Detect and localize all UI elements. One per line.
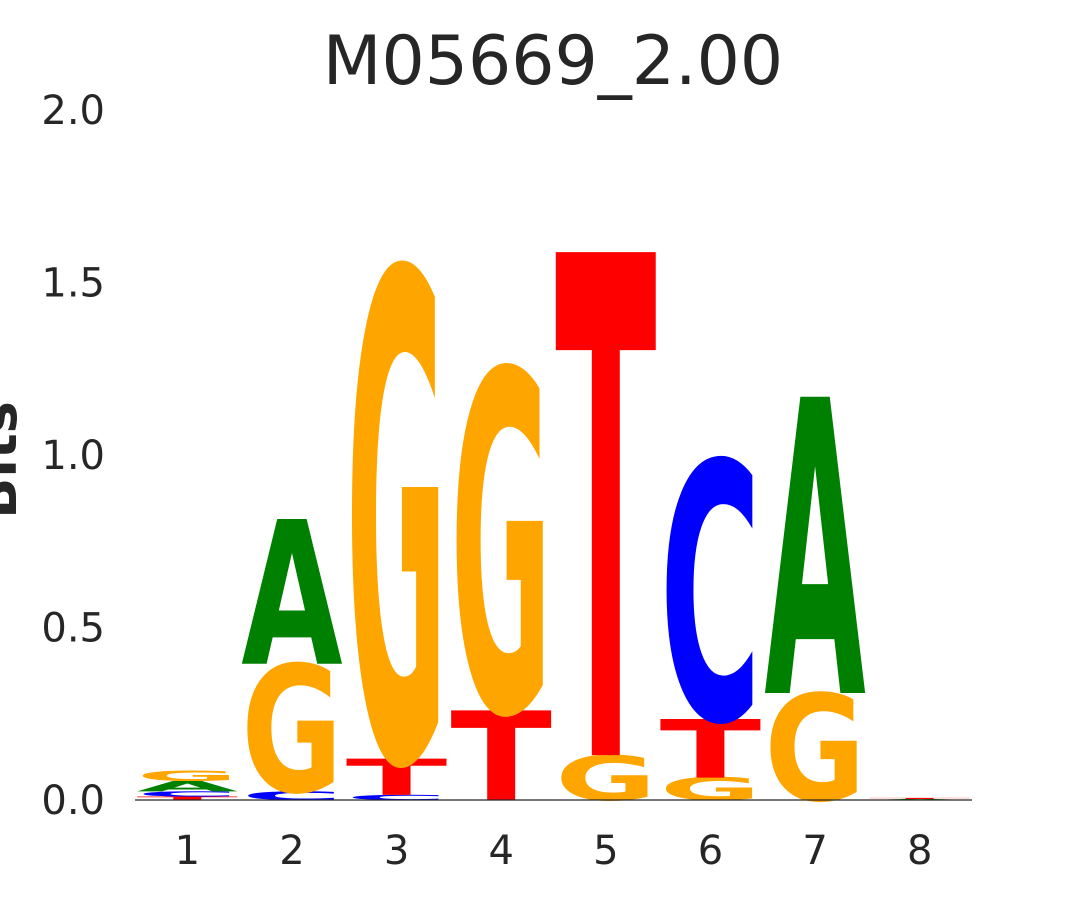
logo-letter-c: C [137, 790, 238, 798]
x-tick-label: 2 [279, 828, 304, 874]
x-tick-label: 4 [488, 828, 513, 874]
x-tick-label: 8 [907, 828, 932, 874]
logo-letter-c: C [660, 391, 761, 803]
x-tick-label: 3 [384, 828, 409, 874]
y-axis-label: Bits [0, 401, 29, 519]
logo-letter-g: G [241, 629, 342, 833]
chart-title: M05669_2.00 [323, 22, 783, 101]
letter-stacks: TCAGCGACTGTGGTGTCGAAT [137, 115, 971, 900]
y-axis-ticks: 0.0 0.5 1.0 1.5 2.0 [41, 88, 105, 824]
logo-letter-g: G [137, 768, 238, 785]
logo-letter-t: T [450, 687, 551, 830]
logo-letter-a: A [764, 318, 866, 790]
y-tick-label: 1.0 [41, 433, 105, 479]
x-tick-label: 7 [802, 828, 827, 874]
x-tick-label: 5 [593, 828, 618, 874]
x-axis-ticks: 1 2 3 4 5 6 7 8 [175, 828, 933, 874]
x-tick-label: 6 [698, 828, 723, 874]
logo-letter-g: G [660, 772, 761, 808]
logo-letter-t: T [660, 704, 761, 797]
y-tick-label: 0.0 [41, 778, 105, 824]
logo-letter-t: T [555, 115, 657, 900]
y-tick-label: 0.5 [41, 606, 105, 652]
logo-letter-g: G [555, 743, 656, 815]
logo-letter-t: T [869, 798, 971, 800]
logo-letter-t: T [346, 749, 448, 807]
logo-letter-g: G [346, 136, 447, 900]
x-tick-label: 1 [175, 828, 200, 874]
y-tick-label: 2.0 [41, 88, 105, 134]
logo-letter-t: T [137, 796, 239, 802]
logo-letter-a: A [241, 480, 342, 711]
logo-letter-g: G [450, 276, 551, 822]
logo-letter-a: A [137, 778, 238, 795]
y-tick-label: 1.5 [41, 261, 105, 307]
logo-letter-g: G [764, 664, 865, 835]
logo-letter-c: C [346, 793, 447, 801]
